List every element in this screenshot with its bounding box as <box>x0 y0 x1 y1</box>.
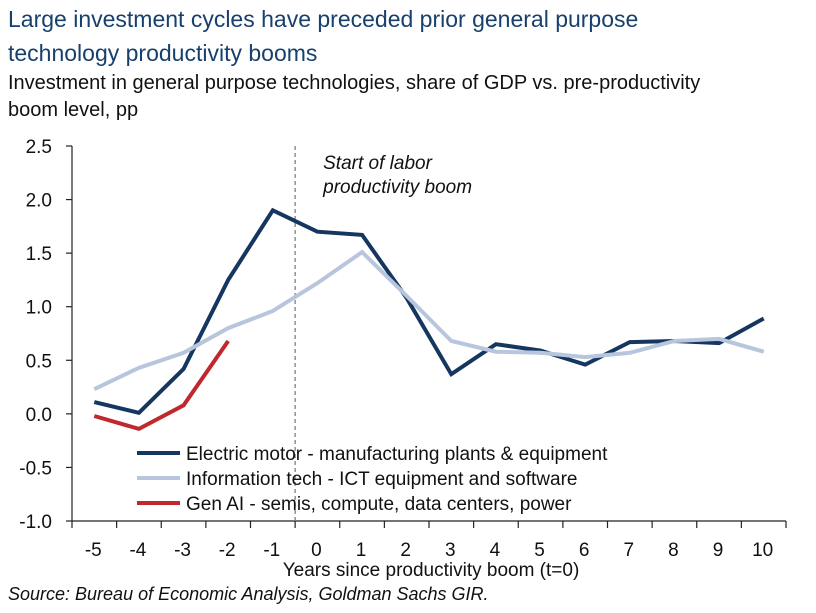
x-tick-label: -3 <box>174 540 191 561</box>
x-tick-label: 0 <box>311 540 322 561</box>
x-tick-label: -1 <box>263 540 280 561</box>
x-tick-label: 10 <box>752 540 773 561</box>
x-tick-label: 7 <box>624 540 635 561</box>
legend-label-2: Information tech - ICT equipment and sof… <box>186 469 577 490</box>
x-tick-label: -2 <box>219 540 236 561</box>
chart-title: Large investment cycles have preceded pr… <box>8 2 808 70</box>
y-tick-label: 0.5 <box>26 351 52 372</box>
x-tick-label: 1 <box>356 540 367 561</box>
y-tick-label: -1.0 <box>19 512 52 533</box>
chart-subtitle: Investment in general purpose technologi… <box>8 70 814 124</box>
y-tick-label: 2.5 <box>26 137 52 158</box>
y-tick-label: 1.5 <box>26 244 52 265</box>
y-tick-label: -0.5 <box>19 458 52 479</box>
x-axis-title: Years since productivity boom (t=0) <box>283 560 580 581</box>
x-tick-label: 6 <box>579 540 590 561</box>
legend-label-3: Gen AI - semis, compute, data centers, p… <box>186 494 572 515</box>
y-tick-label: 2.0 <box>26 191 52 212</box>
series-line-2 <box>93 249 765 392</box>
series-line-1 <box>93 207 765 416</box>
x-tick-label: 5 <box>534 540 545 561</box>
chart-title-line-1: Large investment cycles have preceded pr… <box>8 6 639 32</box>
x-tick-label: 9 <box>713 540 724 561</box>
x-tick-label: -4 <box>129 540 146 561</box>
x-tick-label: 2 <box>400 540 411 561</box>
x-tick-label: 4 <box>490 540 501 561</box>
y-tick-label: 1.0 <box>26 298 52 319</box>
chart-subtitle-line-1: Investment in general purpose technologi… <box>8 72 701 94</box>
annotation-line: Start of labor <box>323 153 432 174</box>
x-tick-label: 3 <box>445 540 456 561</box>
y-tick-label: 0.0 <box>26 405 52 426</box>
chart-title-line-2: technology productivity booms <box>8 40 318 66</box>
legend-label-1: Electric motor - manufacturing plants & … <box>186 444 608 465</box>
series-line-3 <box>93 339 230 432</box>
x-tick-label: -5 <box>85 540 102 561</box>
annotation-line: productivity boom <box>322 177 472 198</box>
chart-subtitle-line-2: boom level, pp <box>8 99 139 121</box>
x-tick-label: 8 <box>668 540 679 561</box>
source-note: Source: Bureau of Economic Analysis, Gol… <box>8 584 489 604</box>
